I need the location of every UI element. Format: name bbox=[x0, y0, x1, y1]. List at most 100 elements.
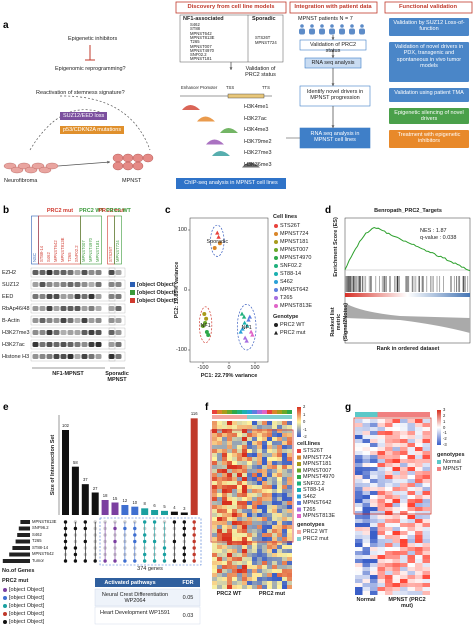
heat-cell bbox=[212, 477, 217, 481]
heat-cell bbox=[272, 513, 277, 517]
heat-cell bbox=[267, 585, 272, 589]
value-label: 10 bbox=[132, 499, 138, 505]
heat-cell bbox=[237, 477, 242, 481]
heat-cell bbox=[242, 469, 247, 473]
heat-cell bbox=[415, 531, 423, 535]
set-bar bbox=[17, 533, 30, 537]
label: TTS bbox=[262, 85, 270, 90]
label: Promoter bbox=[200, 85, 218, 90]
heat-cell bbox=[370, 455, 378, 459]
heat-cell bbox=[277, 557, 282, 561]
heat-cell bbox=[282, 453, 287, 457]
heat-cell bbox=[377, 591, 385, 595]
heat-cell bbox=[257, 449, 262, 453]
label: MPNST007 bbox=[303, 467, 332, 474]
heat-cell bbox=[385, 535, 393, 539]
heat-cell bbox=[407, 435, 415, 439]
label: Discovery from cell line models bbox=[187, 4, 275, 10]
legend-swatch bbox=[437, 460, 441, 464]
heat-cell bbox=[377, 511, 385, 515]
heat-cell bbox=[262, 573, 267, 577]
heat-cell bbox=[257, 457, 262, 461]
heat-cell bbox=[400, 459, 408, 463]
heat-cell bbox=[262, 457, 267, 461]
heat-cell bbox=[232, 441, 237, 445]
annotation-cell bbox=[355, 412, 363, 417]
heat-cell bbox=[212, 473, 217, 477]
heat-cell bbox=[247, 465, 252, 469]
legend-label: MPNST724 bbox=[280, 231, 309, 237]
heat-cell bbox=[355, 495, 363, 499]
heat-cell bbox=[242, 557, 247, 561]
heat-cell bbox=[277, 457, 282, 461]
legend-swatch bbox=[274, 224, 278, 228]
heat-cell bbox=[212, 425, 217, 429]
heat-cell bbox=[377, 447, 385, 451]
heat-cell bbox=[247, 441, 252, 445]
lane-label: S462 bbox=[46, 252, 51, 262]
heat-cell bbox=[267, 569, 272, 573]
heat-cell bbox=[237, 481, 242, 485]
heat-cell bbox=[242, 449, 247, 453]
heat-cell bbox=[252, 573, 257, 577]
heat-cell bbox=[370, 463, 378, 467]
annotation-cell bbox=[262, 415, 267, 419]
heat-cell bbox=[222, 449, 227, 453]
heat-cell bbox=[237, 505, 242, 509]
arrow-head bbox=[331, 125, 335, 128]
value-label: 15 bbox=[112, 495, 118, 501]
heat-cell bbox=[282, 457, 287, 461]
heat-cell bbox=[355, 503, 363, 507]
heat-cell bbox=[407, 443, 415, 447]
heat-cell bbox=[355, 587, 363, 591]
heat-cell bbox=[272, 453, 277, 457]
label: 0 bbox=[303, 419, 306, 424]
label: H3K27me3 bbox=[244, 150, 272, 156]
label: Normal bbox=[356, 597, 376, 603]
heat-cell bbox=[377, 583, 385, 587]
cell bbox=[132, 161, 144, 171]
heat-cell bbox=[242, 537, 247, 541]
heat-cell bbox=[267, 489, 272, 493]
heat-cell bbox=[247, 473, 252, 477]
label: NF1-MPNST bbox=[52, 371, 84, 377]
blot-band bbox=[53, 342, 60, 347]
blot-frame bbox=[108, 303, 126, 314]
heat-cell bbox=[217, 545, 222, 549]
heat-cell bbox=[422, 455, 430, 459]
heat-cell bbox=[282, 581, 287, 585]
heat-cell bbox=[222, 489, 227, 493]
heat-cell bbox=[277, 473, 282, 477]
heat-cell bbox=[362, 559, 370, 563]
heat-cell bbox=[242, 429, 247, 433]
heat-cell bbox=[222, 481, 227, 485]
heat-cell bbox=[355, 523, 363, 527]
label: Validation of PRC2 status bbox=[309, 42, 357, 55]
heat-cell bbox=[407, 547, 415, 551]
arrow-head bbox=[331, 55, 335, 58]
heat-cell bbox=[407, 487, 415, 491]
x-axis-title: No.of Genes bbox=[2, 568, 35, 574]
heat-cell bbox=[227, 569, 232, 573]
heat-cell bbox=[392, 559, 400, 563]
annotation-cell bbox=[385, 412, 393, 417]
heat-cell bbox=[385, 531, 393, 535]
heat-cell bbox=[400, 547, 408, 551]
heat-cell bbox=[272, 509, 277, 513]
heat-cell bbox=[232, 521, 237, 525]
heat-cell bbox=[400, 431, 408, 435]
heat-cell bbox=[217, 493, 222, 497]
label: MPNST181 bbox=[190, 56, 212, 62]
heat-cell bbox=[247, 581, 252, 585]
heat-cell bbox=[217, 585, 222, 589]
heat-cell bbox=[242, 569, 247, 573]
label: RNA seq analysis in MPNST cell lines bbox=[310, 131, 360, 144]
annotation-cell bbox=[227, 410, 232, 414]
blot-band bbox=[46, 354, 53, 359]
blot-band bbox=[88, 342, 95, 347]
heat-cell bbox=[262, 517, 267, 521]
heat-cell bbox=[242, 489, 247, 493]
heat-cell bbox=[377, 535, 385, 539]
heat-cell bbox=[257, 517, 262, 521]
heat-cell bbox=[277, 581, 282, 585]
